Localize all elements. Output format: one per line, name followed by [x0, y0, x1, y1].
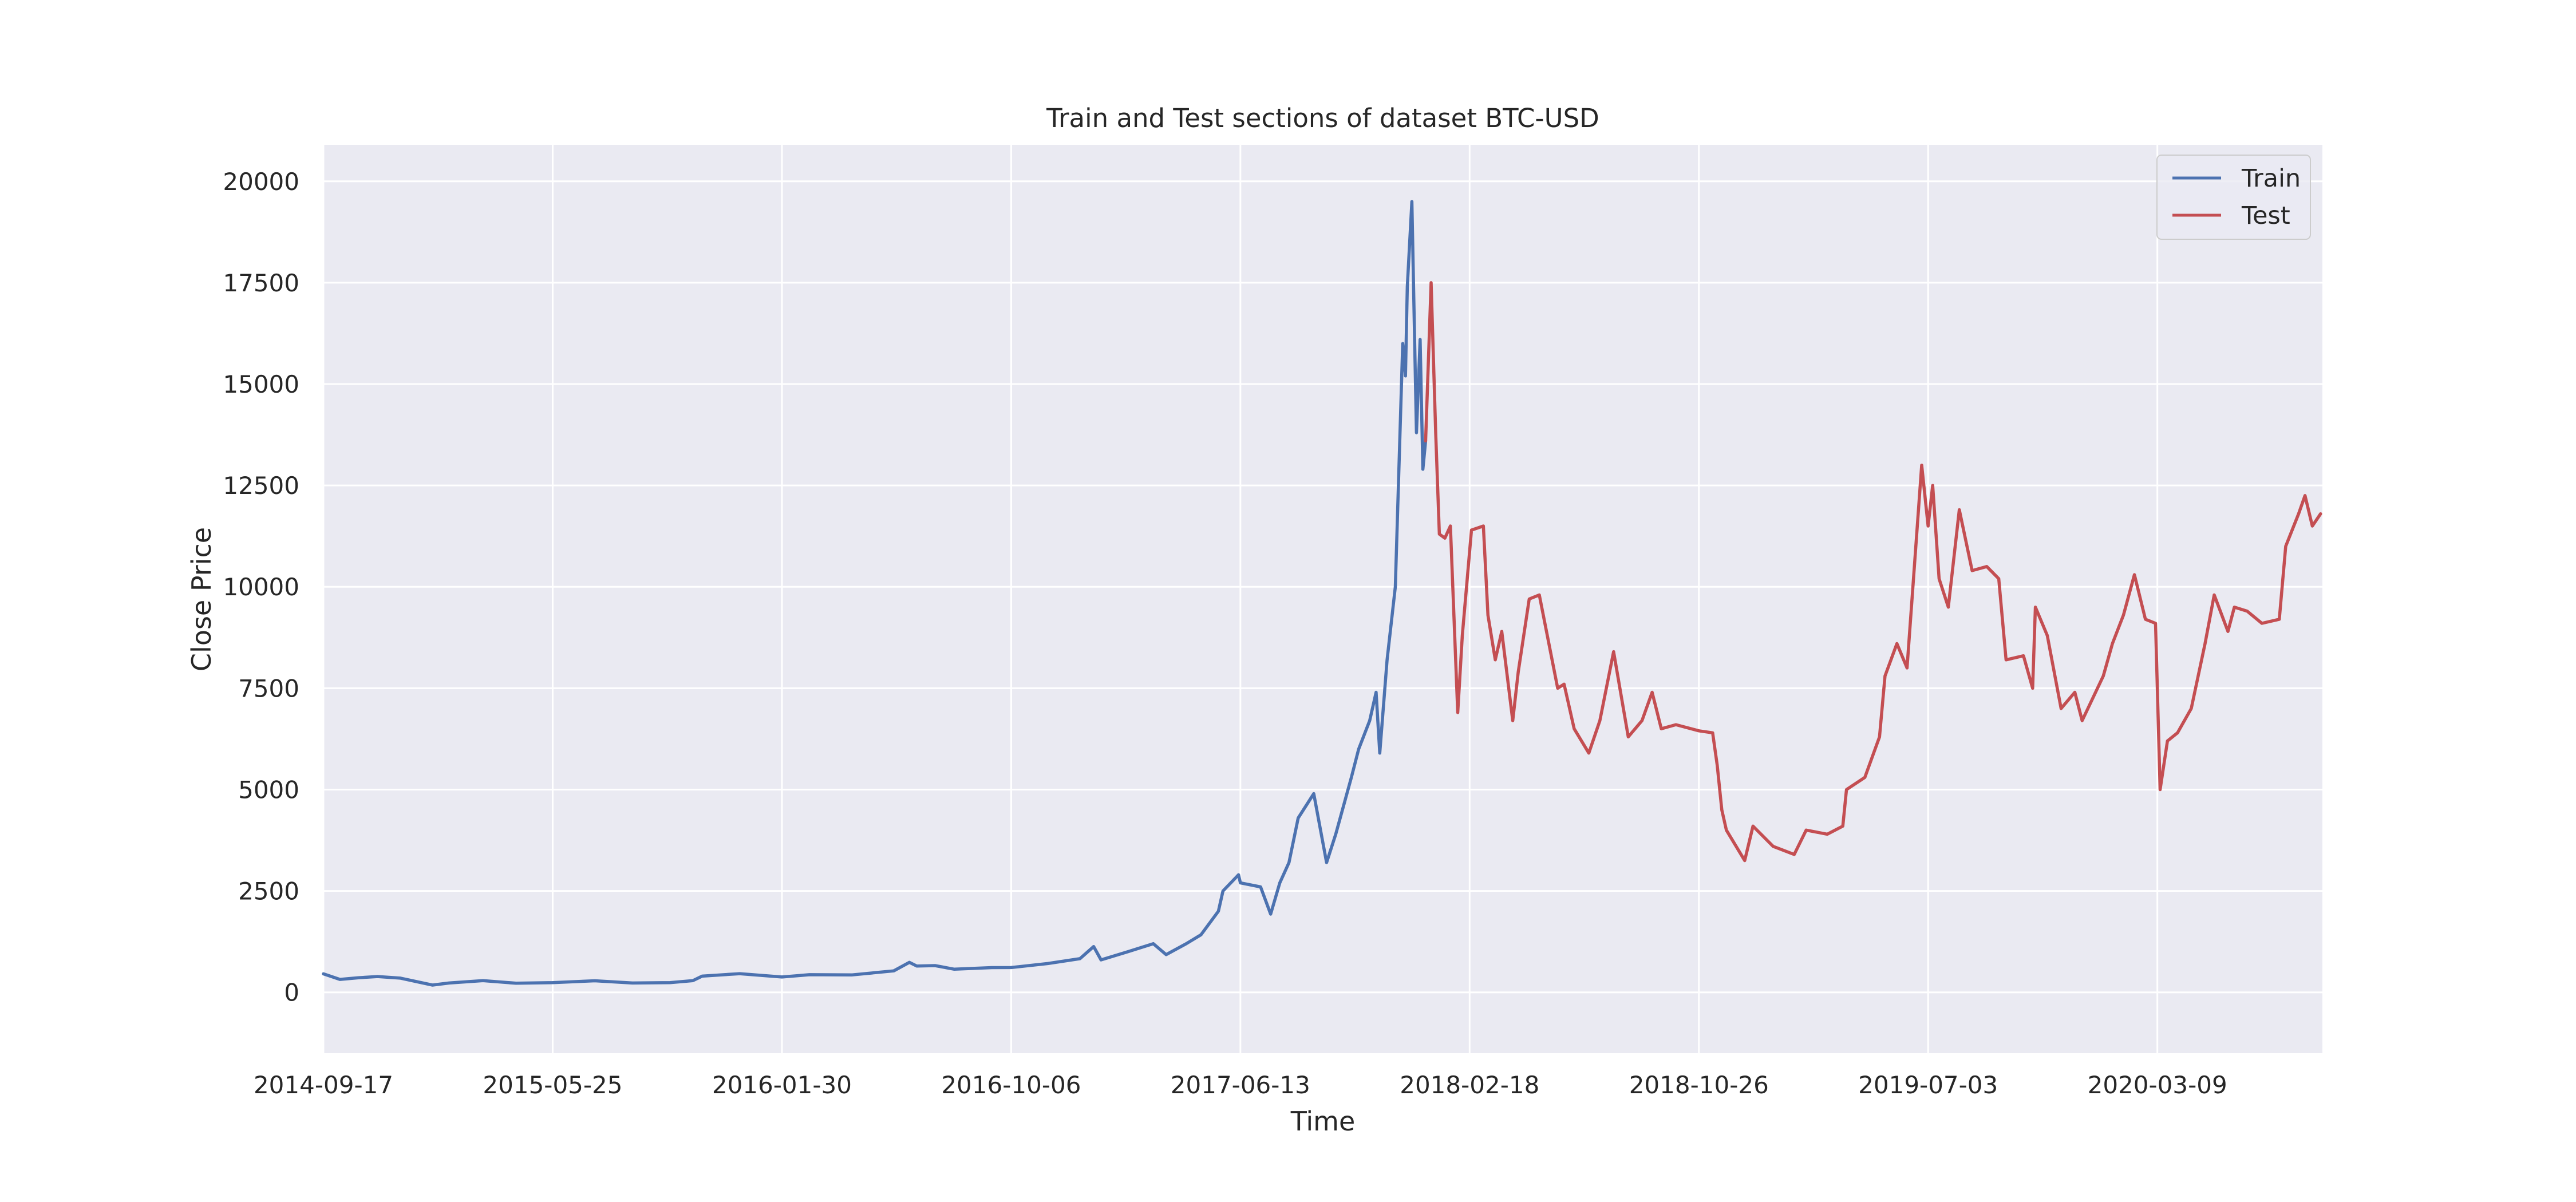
legend: Train Test — [2156, 155, 2311, 240]
y-tick-label: 15000 — [223, 370, 299, 398]
x-tick-label: 2014-09-17 — [254, 1071, 393, 1099]
grid — [322, 145, 2322, 1053]
y-tick-label: 10000 — [223, 573, 299, 601]
y-tick-label: 7500 — [238, 674, 299, 702]
x-axis-label: Time — [1290, 1106, 1356, 1137]
y-tick-labels: 0 2500 5000 7500 10000 12500 15000 17500 20000 — [223, 168, 299, 1007]
x-tick-label: 2020-03-09 — [2088, 1071, 2227, 1099]
series-line-test — [1424, 281, 2322, 863]
legend-label-test: Test — [2241, 201, 2290, 230]
y-tick-label: 0 — [284, 979, 299, 1007]
y-axis-label: Close Price — [186, 527, 217, 671]
chart-title: Train and Test sections of dataset BTC-U… — [1046, 103, 1599, 133]
plot-area — [323, 145, 2322, 1053]
x-tick-label: 2017-06-13 — [1171, 1071, 1310, 1099]
x-tick-labels: 2014-09-17 2015-05-25 2016-01-30 2016-10-06… — [254, 1071, 2227, 1099]
x-tick-label: 2018-10-26 — [1629, 1071, 1769, 1099]
legend-label-train: Train — [2241, 164, 2301, 193]
y-tick-label: 20000 — [223, 168, 299, 196]
legend-box — [2156, 155, 2311, 240]
x-tick-label: 2019-07-03 — [1858, 1071, 1998, 1099]
series-line-train — [322, 200, 1428, 987]
x-tick-label: 2018-02-18 — [1400, 1071, 1539, 1099]
series-lines — [322, 200, 2322, 987]
x-tick-label: 2016-01-30 — [712, 1071, 852, 1099]
x-tick-label: 2016-10-06 — [941, 1071, 1081, 1099]
y-tick-label: 2500 — [238, 877, 299, 906]
y-tick-label: 12500 — [223, 472, 299, 500]
x-tick-label: 2015-05-25 — [483, 1071, 622, 1099]
y-tick-label: 17500 — [223, 269, 299, 297]
y-tick-label: 5000 — [238, 776, 299, 804]
